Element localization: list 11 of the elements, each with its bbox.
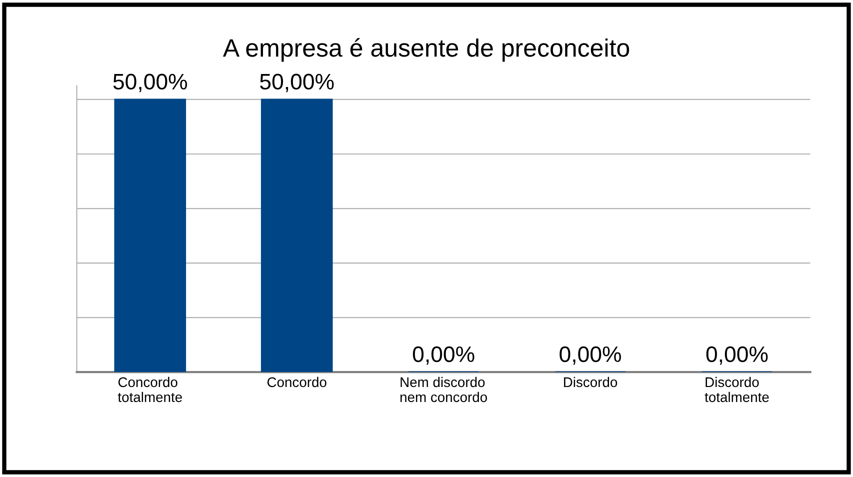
data-label: 50,00% [260,74,334,92]
x-tick-label: Concordo totalmente [118,376,182,402]
x-tick-label: Concordo [267,376,326,388]
data-label: 50,00% [113,74,188,92]
chart-title: A empresa é ausente de preconceito [222,38,630,62]
x-tick-label: Nem discordo nem concordo [400,376,487,402]
data-label: 0,00% [560,346,621,365]
data-label: 0,00% [412,346,474,365]
x-tick-label: Discordo [564,376,618,388]
x-tick-label: Discordo totalmente [704,376,769,402]
data-label: 0,00% [706,346,768,365]
